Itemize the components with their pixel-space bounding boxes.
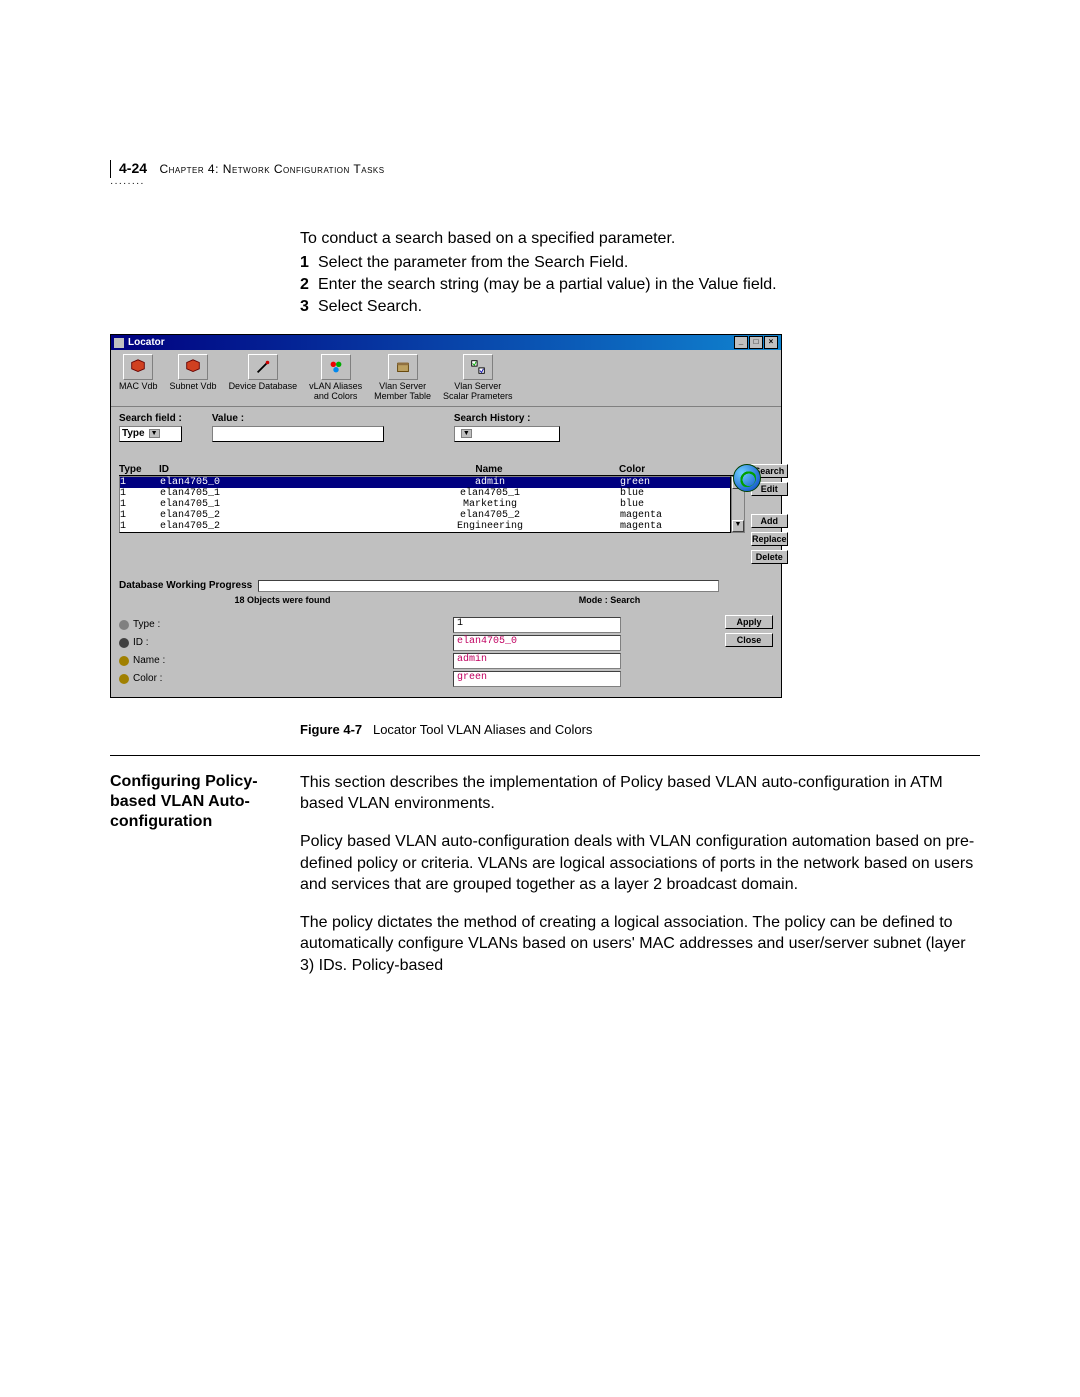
titlebar: Locator _ □ × — [111, 335, 781, 350]
progress-bar — [258, 580, 719, 592]
edit-row-id: ID : elan4705_0 — [119, 635, 719, 651]
value-label: Value : — [212, 413, 384, 424]
search-history-select[interactable] — [454, 426, 560, 442]
box-icon — [388, 354, 418, 380]
table-row[interactable]: 1 elan4705_1 elan4705_1 blue — [120, 488, 730, 499]
search-field-label: Search field : — [119, 413, 182, 424]
field-dot-icon — [119, 620, 129, 630]
value-input[interactable] — [212, 426, 384, 442]
tool-device-database[interactable]: Device Database — [223, 353, 304, 403]
step-1: Select the parameter from the Search Fie… — [318, 254, 628, 271]
field-dot-icon — [119, 638, 129, 648]
type-input[interactable]: 1 — [453, 617, 621, 633]
search-field-select[interactable]: Type — [119, 426, 182, 442]
add-button[interactable]: Add — [751, 514, 788, 528]
section-heading: Configuring Policy-based VLAN Auto-confi… — [110, 772, 280, 993]
tool-vlan-member-table[interactable]: Vlan Server Member Table — [368, 353, 437, 403]
section-rule — [110, 755, 980, 756]
name-input[interactable]: admin — [453, 653, 621, 669]
wand-icon — [248, 354, 278, 380]
toolbar: MAC Vdb Subnet Vdb Device Database vLAN … — [111, 350, 781, 407]
figure-caption: Figure 4-7 Locator Tool VLAN Aliases and… — [300, 722, 980, 737]
page-number: 4-24 — [119, 160, 147, 176]
chapter-title: Chapter 4: Network Configuration Tasks — [159, 162, 384, 176]
replace-button[interactable]: Replace — [751, 532, 788, 546]
field-dot-icon — [119, 656, 129, 666]
table-row[interactable]: 1 elan4705_2 elan4705_2 magenta — [120, 510, 730, 521]
search-history-label: Search History : — [454, 413, 560, 424]
grid-header: Type ID Name Color — [119, 464, 745, 476]
running-header: 4-24 Chapter 4: Network Configuration Ta… — [110, 160, 980, 178]
edit-row-type: Type : 1 — [119, 617, 719, 633]
tool-vlan-scalar-params[interactable]: Vlan Server Scalar Prameters — [437, 353, 519, 403]
id-input[interactable]: elan4705_0 — [453, 635, 621, 651]
minimize-button[interactable]: _ — [734, 336, 748, 349]
table-row[interactable]: 1 elan4705_0 admin green — [120, 477, 730, 488]
intro-text: To conduct a search based on a specified… — [300, 230, 980, 248]
locator-window: Locator _ □ × MAC Vdb Subnet Vdb Device … — [110, 334, 782, 698]
table-row[interactable]: 1 elan4705_2 Engineering magenta — [120, 521, 730, 532]
step-2: Enter the search string (may be a partia… — [318, 276, 777, 293]
field-dot-icon — [119, 674, 129, 684]
steps-list: 1Select the parameter from the Search Fi… — [300, 254, 980, 316]
db-icon — [123, 354, 153, 380]
tool-mac-vdb[interactable]: MAC Vdb — [113, 353, 164, 403]
close-button[interactable]: Close — [725, 633, 773, 647]
app-icon — [114, 338, 124, 348]
objects-found: 18 Objects were found — [119, 595, 446, 605]
edit-row-color: Color : green — [119, 671, 719, 687]
delete-button[interactable]: Delete — [751, 550, 788, 564]
scroll-down-icon[interactable]: ▼ — [732, 520, 744, 532]
tool-vlan-aliases[interactable]: vLAN Aliases and Colors — [303, 353, 368, 403]
progress-label: Database Working Progress — [119, 580, 252, 591]
header-dots: ········ — [110, 178, 145, 189]
maximize-button[interactable]: □ — [749, 336, 763, 349]
apply-button[interactable]: Apply — [725, 615, 773, 629]
window-title: Locator — [128, 337, 165, 348]
section-body: This section describes the implementatio… — [300, 772, 980, 993]
colors-icon — [321, 354, 351, 380]
edit-row-name: Name : admin — [119, 653, 719, 669]
grid-body[interactable]: 1 elan4705_0 admin green 1 elan4705_1 el… — [119, 476, 731, 533]
table-row[interactable]: 1 elan4705_1 Marketing blue — [120, 499, 730, 510]
checks-icon — [463, 354, 493, 380]
tool-subnet-vdb[interactable]: Subnet Vdb — [164, 353, 223, 403]
mode-label: Mode : Search — [446, 595, 773, 605]
step-3: Select Search. — [318, 298, 422, 315]
db-icon — [178, 354, 208, 380]
globe-icon — [733, 464, 761, 492]
close-window-button[interactable]: × — [764, 336, 778, 349]
color-input[interactable]: green — [453, 671, 621, 687]
